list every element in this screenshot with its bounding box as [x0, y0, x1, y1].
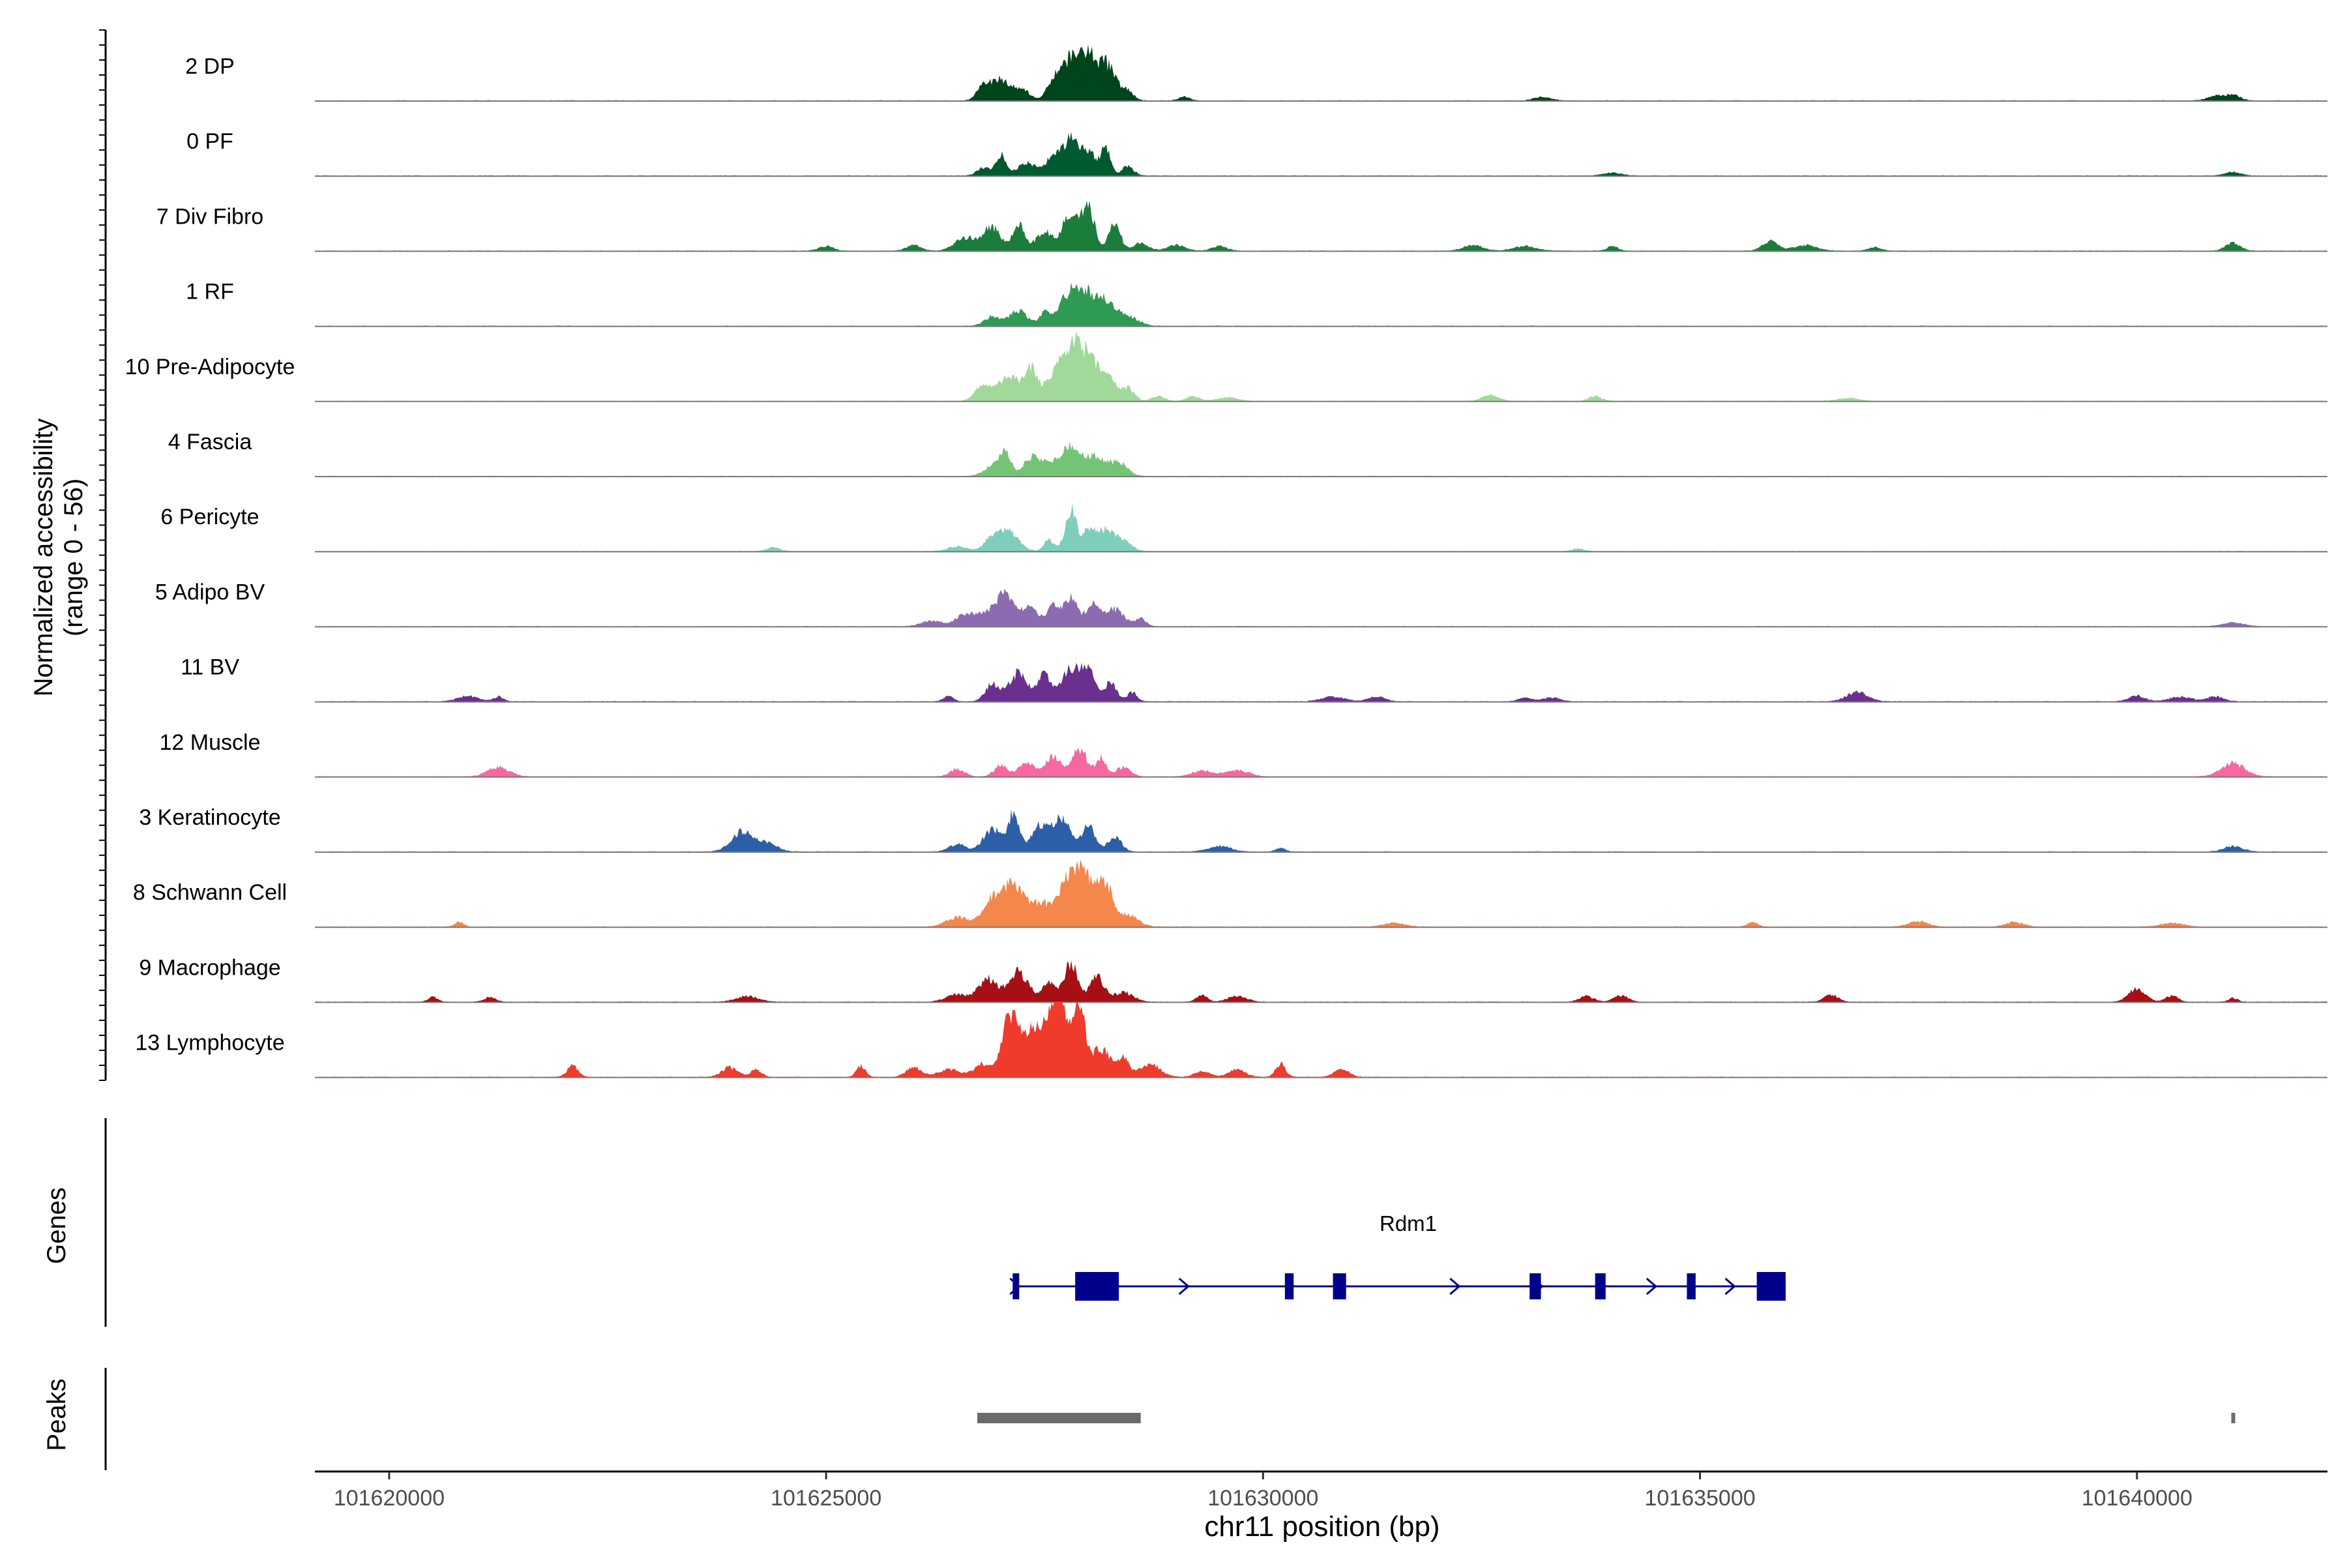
- x-tick-label: 101625000: [771, 1486, 881, 1511]
- strand-arrow: [1449, 1277, 1461, 1295]
- track-2-dp: 2 DP: [185, 44, 2327, 102]
- strand-arrow: [1646, 1277, 1658, 1295]
- strand-arrow: [1178, 1277, 1190, 1295]
- track-label: 8 Schwann Cell: [133, 880, 287, 905]
- track-12-muscle: 12 Muscle: [160, 730, 2327, 778]
- gene-exon: [1687, 1273, 1696, 1299]
- track-4-fascia: 4 Fascia: [168, 430, 2327, 477]
- coverage-area: [315, 200, 2327, 252]
- track-8-schwann-cell: 8 Schwann Cell: [133, 860, 2327, 928]
- x-tick-label: 101640000: [2082, 1486, 2192, 1511]
- coverage-area: [315, 748, 2327, 777]
- strand-arrow: [1724, 1277, 1736, 1295]
- track-label: 10 Pre-Adipocyte: [125, 355, 295, 379]
- y-axis-title-line2: (range 0 - 56): [59, 479, 88, 636]
- coverage-area: [315, 1001, 2327, 1078]
- track-label: 2 DP: [185, 54, 235, 79]
- track-label: 7 Div Fibro: [156, 204, 263, 229]
- track-label: 9 Macrophage: [139, 955, 280, 980]
- coverage-area: [315, 588, 2327, 627]
- coverage-area: [315, 662, 2327, 702]
- track-10-pre-adipocyte: 10 Pre-Adipocyte: [125, 331, 2327, 402]
- gene-exon: [1333, 1273, 1346, 1299]
- peaks-panel: [104, 1368, 2236, 1470]
- gene-exon: [1075, 1272, 1119, 1301]
- x-axis: 101620000 101625000 101630000 101635000 1016…: [315, 1470, 2327, 1511]
- track-label: 11 BV: [181, 655, 239, 680]
- track-label: 6 Pericyte: [160, 505, 259, 529]
- coverage-area: [315, 132, 2327, 177]
- peak-region: [977, 1413, 1141, 1423]
- gene-exon: [1284, 1273, 1294, 1299]
- accessibility-tracks: 2 DP 0 PF 7 Div Fibro 1 RF 10 Pre-Adipocyte 4…: [99, 29, 2327, 1081]
- gene-exon: [1529, 1273, 1541, 1299]
- track-1-rf: 1 RF: [186, 280, 2327, 327]
- coverage-area: [315, 503, 2327, 552]
- gene-annotation-panel: [104, 1118, 1786, 1327]
- x-tick-label: 101620000: [334, 1486, 445, 1511]
- track-0-pf: 0 PF: [186, 129, 2327, 177]
- coverage-area: [315, 331, 2327, 402]
- track-label: 0 PF: [186, 129, 233, 154]
- track-5-adipo-bv: 5 Adipo BV: [155, 580, 2327, 628]
- track-3-keratinocyte: 3 Keratinocyte: [139, 805, 2327, 853]
- track-11-bv: 11 BV: [181, 655, 2327, 703]
- strand-arrow: [1009, 1277, 1021, 1295]
- coverage-area: [315, 809, 2327, 852]
- peak-region: [2231, 1413, 2236, 1423]
- coverage-area: [315, 860, 2327, 928]
- track-label: 5 Adipo BV: [155, 580, 265, 604]
- gene-name-label: Rdm1: [1380, 1211, 1437, 1235]
- coverage-area: [315, 441, 2327, 477]
- coverage-area: [315, 44, 2327, 101]
- gene-exon: [1595, 1273, 1606, 1299]
- coverage-area: [315, 282, 2327, 327]
- peaks-panel-label: Peaks: [42, 1378, 71, 1451]
- track-label: 4 Fascia: [168, 430, 252, 454]
- track-13-lymphocyte: 13 Lymphocyte: [135, 1001, 2327, 1078]
- genes-panel-label: Genes: [42, 1187, 71, 1264]
- track-label: 13 Lymphocyte: [135, 1031, 284, 1056]
- track-6-pericyte: 6 Pericyte: [160, 503, 2327, 553]
- gene-exon: [1756, 1272, 1786, 1301]
- track-label: 1 RF: [186, 280, 234, 304]
- track-7-div-fibro: 7 Div Fibro: [156, 200, 2327, 252]
- coverage-area: [315, 960, 2327, 1003]
- track-label: 12 Muscle: [160, 730, 261, 755]
- x-axis-title: chr11 position (bp): [1204, 1511, 1439, 1543]
- gene-exon: [1014, 1273, 1020, 1299]
- y-axis-title-line1: Normalized accessibility: [29, 419, 58, 697]
- track-label: 3 Keratinocyte: [139, 805, 280, 830]
- track-9-macrophage: 9 Macrophage: [139, 955, 2327, 1003]
- x-tick-label: 101630000: [1207, 1486, 1318, 1511]
- x-tick-label: 101635000: [1644, 1486, 1755, 1511]
